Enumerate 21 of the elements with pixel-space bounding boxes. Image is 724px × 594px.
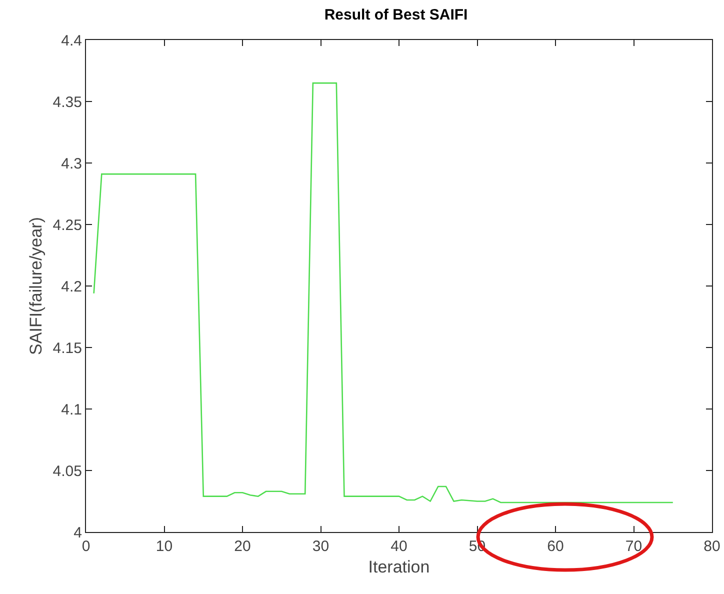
y-tick-label: 4 [74, 524, 82, 542]
x-tick-label: 20 [234, 538, 251, 555]
x-tick-label: 30 [312, 538, 330, 555]
x-tick-label: 60 [547, 538, 564, 555]
y-tick-label: 4.1 [61, 401, 82, 418]
y-tick-label: 4.25 [52, 216, 82, 234]
x-tick-label: 80 [704, 538, 720, 555]
y-tick-label: 4.4 [61, 32, 82, 50]
y-tick-label: 4.2 [61, 278, 82, 296]
x-axis-title: Iteration [368, 557, 430, 576]
chart-title: Result of Best SAIFI [324, 6, 468, 24]
y-axis-title: SAIFI(failure/year) [26, 217, 46, 355]
y-tick-label: 4.35 [52, 94, 82, 111]
x-tick-label: 10 [156, 538, 173, 555]
line-series [93, 82, 674, 504]
y-tick-label: 4.3 [61, 155, 82, 172]
x-tick-label: 40 [390, 538, 408, 555]
x-tick-label: 0 [82, 538, 90, 555]
x-tick-label: 70 [625, 538, 642, 555]
y-tick-label: 4.05 [52, 462, 82, 480]
y-tick-label: 4.15 [52, 340, 82, 357]
